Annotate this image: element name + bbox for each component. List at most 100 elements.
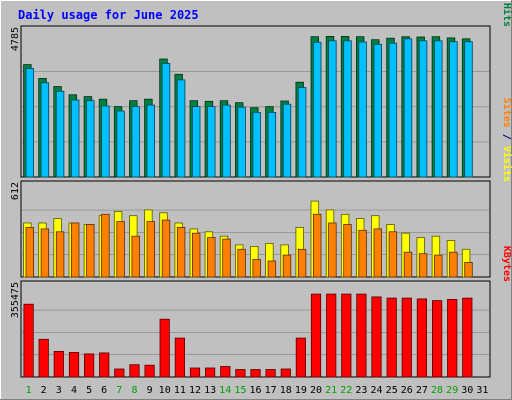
x-tick-label-day-23: 23 [355, 385, 367, 396]
x-tick-label-day-29: 29 [446, 385, 458, 396]
x-tick-label-day-31: 31 [476, 385, 488, 396]
x-tick-label-day-9: 9 [147, 385, 153, 396]
bar-sites-day-7 [116, 221, 125, 278]
panel-traffic: 4785 Pages / Files / Hits [10, 0, 512, 178]
bar-files-day-11 [176, 79, 186, 178]
bar-kbytes-day-22 [341, 293, 352, 378]
x-tick-label-day-25: 25 [386, 385, 398, 396]
bar-files-day-16 [252, 112, 261, 178]
chart-title: Daily usage for June 2025 [18, 8, 199, 22]
bar-sites-day-19 [297, 248, 307, 278]
panel-kbytes: 355475 KBytes [10, 246, 512, 378]
bar-files-day-12 [191, 106, 201, 178]
x-tick-label-day-10: 10 [159, 385, 171, 396]
bar-sites-day-15 [237, 248, 246, 278]
axis-label-part: Visits [501, 146, 512, 182]
bar-kbytes-day-2 [38, 338, 49, 378]
chart-panels: 4785 Pages / Files / Hits 612 Sites / Visit… [10, 0, 512, 378]
bar-files-day-2 [40, 82, 50, 178]
bar-files-day-3 [55, 90, 65, 178]
bar-files-day-23 [358, 41, 367, 178]
bar-kbytes-day-24 [371, 296, 382, 378]
bar-kbytes-day-26 [401, 297, 412, 378]
axis-label-part: Sites [501, 98, 512, 128]
panel-visitors-ymax-label: 612 [10, 182, 21, 200]
bar-sites-day-2 [40, 228, 50, 278]
x-tick-label-day-3: 3 [56, 385, 62, 396]
panel-kbytes-axis-label: KBytes [501, 246, 512, 282]
bar-files-day-18 [282, 103, 292, 178]
bar-sites-day-30 [464, 261, 473, 278]
bar-sites-day-12 [191, 232, 201, 278]
bar-files-day-1 [25, 68, 34, 178]
bar-files-day-4 [71, 99, 80, 178]
x-tick-label-day-13: 13 [204, 385, 216, 396]
bar-kbytes-day-12 [189, 367, 201, 378]
bar-files-day-22 [343, 40, 352, 178]
x-tick-label-day-26: 26 [401, 385, 413, 396]
x-tick-label-day-11: 11 [174, 385, 186, 396]
bar-files-day-14 [222, 104, 231, 178]
bar-kbytes-day-20 [310, 293, 322, 378]
x-tick-label-day-2: 2 [41, 385, 47, 396]
bar-sites-day-5 [86, 224, 95, 278]
bar-files-day-26 [403, 38, 413, 178]
bar-kbytes-day-5 [84, 353, 95, 378]
bar-kbytes-day-8 [129, 364, 140, 378]
x-tick-label-day-7: 7 [116, 385, 122, 396]
bar-sites-day-16 [252, 259, 261, 278]
bar-sites-day-17 [267, 260, 277, 278]
bar-files-day-21 [328, 40, 337, 178]
panel-traffic-axis-label: Pages / Files / Hits [501, 0, 512, 27]
bar-files-day-20 [312, 41, 322, 178]
bar-files-day-29 [449, 41, 458, 178]
bar-kbytes-day-27 [416, 298, 428, 378]
x-tick-label-day-18: 18 [280, 385, 292, 396]
bar-sites-day-22 [343, 224, 352, 278]
x-tick-label-day-22: 22 [340, 385, 352, 396]
bar-sites-day-24 [373, 228, 382, 278]
panel-visitors-axis-label: Sites / Visits [501, 98, 512, 182]
panel-kbytes-ymax-label: 355475 [10, 282, 21, 318]
bar-sites-day-27 [418, 253, 428, 278]
bar-files-day-27 [418, 40, 428, 178]
bar-kbytes-day-6 [99, 352, 110, 378]
bar-kbytes-day-28 [431, 300, 443, 378]
bar-kbytes-day-10 [159, 318, 170, 378]
bar-files-day-7 [116, 110, 125, 178]
bar-kbytes-day-29 [447, 298, 458, 378]
bar-kbytes-day-30 [462, 297, 473, 378]
x-tick-label-day-16: 16 [249, 385, 261, 396]
bar-kbytes-day-13 [204, 367, 216, 378]
bar-files-day-6 [101, 105, 110, 178]
axis-label-part: / [501, 0, 512, 3]
bar-kbytes-day-17 [265, 369, 276, 378]
x-tick-label-day-14: 14 [219, 385, 231, 396]
bar-sites-day-4 [71, 222, 80, 278]
bar-kbytes-day-16 [250, 369, 261, 378]
x-tick-label-day-27: 27 [416, 385, 428, 396]
bar-files-day-24 [373, 43, 382, 178]
x-tick-labels: 1 2 3 4 5 6 7 8 9 10 11 12 13 14 15 16 17 18 19 20 21 22 23 24 2… [26, 385, 489, 396]
axis-label-part: / [501, 128, 512, 146]
bar-kbytes-day-1 [23, 303, 34, 378]
bar-kbytes-day-4 [68, 351, 80, 378]
x-tick-label-day-17: 17 [265, 385, 277, 396]
bar-sites-day-6 [101, 213, 110, 278]
x-tick-label-day-12: 12 [189, 385, 201, 396]
x-tick-label-day-1: 1 [26, 385, 32, 396]
x-tick-label-day-24: 24 [370, 385, 382, 396]
bar-sites-day-29 [449, 251, 458, 278]
x-tick-label-day-4: 4 [71, 385, 77, 396]
bar-kbytes-day-23 [356, 293, 367, 378]
bar-files-day-30 [464, 41, 473, 178]
bar-kbytes-day-7 [114, 368, 125, 378]
bar-files-day-19 [297, 87, 307, 178]
bar-sites-day-26 [403, 251, 413, 278]
bar-sites-day-25 [388, 231, 398, 278]
x-tick-label-day-8: 8 [131, 385, 137, 396]
x-tick-label-day-15: 15 [234, 385, 246, 396]
axis-label-part: KBytes [501, 246, 512, 282]
bar-files-day-9 [146, 104, 155, 178]
